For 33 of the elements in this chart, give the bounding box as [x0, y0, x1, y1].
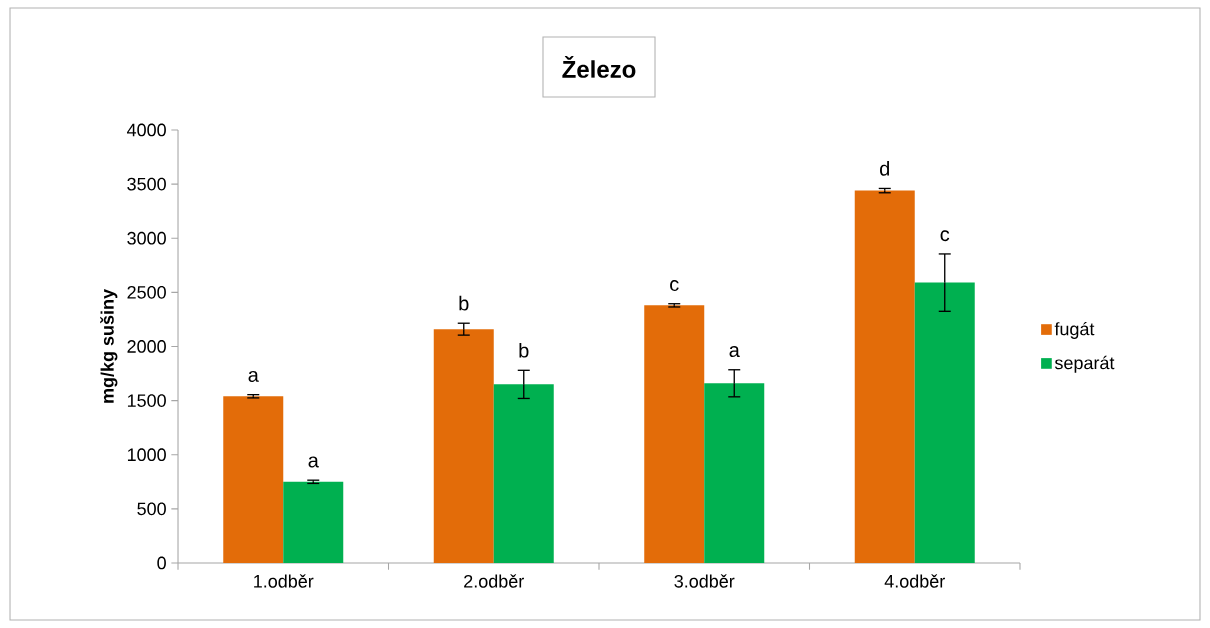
chart-title: Železo: [562, 56, 636, 78]
legend-label: fugát: [1054, 321, 1095, 339]
legend-label: separát: [1054, 355, 1115, 373]
data-label: d: [880, 161, 890, 176]
y-tick-label: 3500: [127, 177, 166, 191]
data-label: b: [459, 295, 469, 311]
y-tick-label: 2500: [127, 285, 166, 299]
bar: [493, 384, 554, 563]
data-label: c: [940, 230, 950, 242]
y-tick-label: 3000: [127, 231, 166, 245]
y-tick-label: 1000: [127, 448, 166, 462]
bar: [914, 282, 975, 563]
bar: [644, 305, 705, 563]
data-label: b: [519, 342, 529, 358]
x-tick-label: 1.odběr: [254, 574, 314, 588]
bar: [854, 190, 915, 563]
bar: [704, 383, 765, 563]
y-tick-label: 500: [137, 502, 166, 516]
x-tick-label: 4.odběr: [884, 574, 945, 588]
data-label: a: [729, 346, 740, 358]
y-tick-label: 1500: [127, 394, 166, 407]
data-label: c: [670, 280, 679, 292]
x-tick-label: 2.odběr: [464, 574, 524, 588]
y-tick-label: 2000: [127, 340, 166, 353]
data-label: a: [308, 456, 319, 468]
bar: [223, 396, 284, 563]
y-tick-label: 4000: [127, 123, 166, 137]
y-axis-title: mg/kg sušiny: [100, 289, 118, 403]
x-tick-label: 3.odběr: [674, 574, 735, 588]
y-tick-label: 0: [157, 556, 166, 570]
data-label: a: [248, 371, 259, 382]
bar: [433, 329, 494, 563]
bar: [283, 481, 344, 563]
